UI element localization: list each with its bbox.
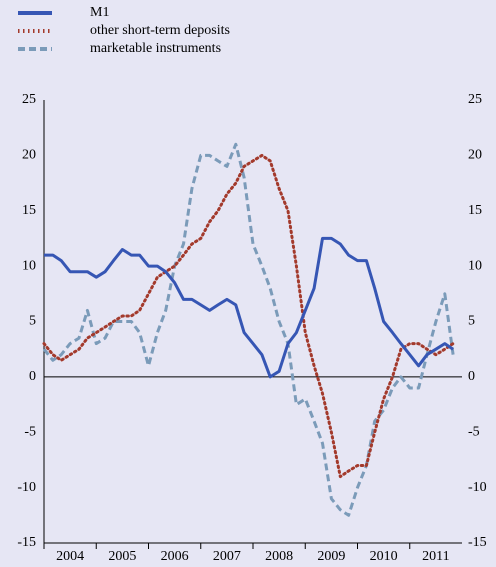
y2-tick-label: 10 [468, 258, 482, 273]
x-tick-label: 2011 [422, 549, 449, 564]
series-line [42, 142, 455, 517]
x-tick-label: 2008 [265, 549, 293, 564]
y2-tick-label: 0 [468, 369, 475, 384]
y2-tick-label: 5 [468, 314, 475, 329]
y2-tick-label: -15 [468, 535, 487, 550]
y-tick-label: 15 [22, 203, 36, 218]
y-tick-label: 10 [22, 258, 36, 273]
x-tick-label: 2010 [370, 549, 398, 564]
y-tick-label: -10 [17, 480, 36, 495]
series-line [42, 153, 455, 479]
y-tick-label: 25 [22, 92, 36, 107]
x-tick-label: 2009 [317, 549, 345, 564]
y-tick-label: 20 [22, 148, 36, 163]
y2-tick-label: 25 [468, 92, 482, 107]
x-tick-label: 2004 [56, 549, 84, 564]
y2-tick-label: -5 [468, 424, 480, 439]
y2-tick-label: -10 [468, 480, 487, 495]
y-tick-label: -15 [17, 535, 36, 550]
y2-tick-label: 20 [468, 148, 482, 163]
y-tick-label: 5 [29, 314, 36, 329]
x-tick-label: 2007 [213, 549, 241, 564]
legend-label: other short-term deposits [90, 23, 230, 38]
x-tick-label: 2005 [108, 549, 136, 564]
legend-label: M1 [90, 5, 109, 20]
x-tick-label: 2006 [161, 549, 189, 564]
legend-label: marketable instruments [90, 41, 221, 56]
y-tick-label: 0 [29, 369, 36, 384]
series-line [44, 236, 454, 379]
y-tick-label: -5 [24, 424, 36, 439]
y2-tick-label: 15 [468, 203, 482, 218]
